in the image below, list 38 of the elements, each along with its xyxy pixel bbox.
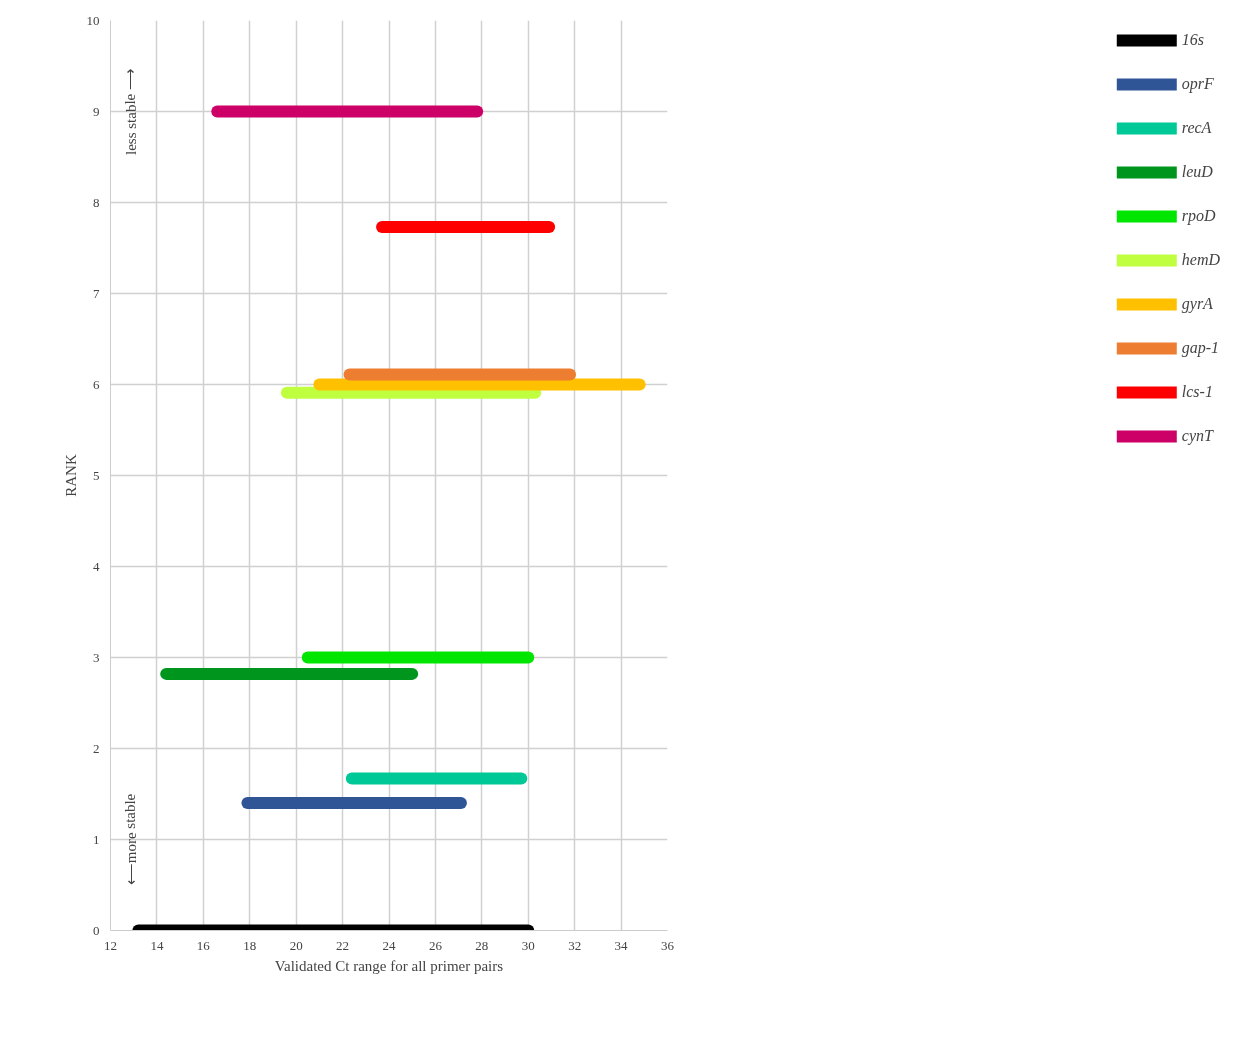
legend-label: rpoD bbox=[1181, 207, 1216, 225]
legend-label: gap-1 bbox=[1181, 339, 1220, 357]
legend-label: cynT bbox=[1181, 427, 1213, 445]
x-tick-label: 28 bbox=[475, 937, 489, 953]
legend-label: oprF bbox=[1181, 75, 1214, 93]
legend-label: hemD bbox=[1181, 251, 1220, 269]
y-tick-label: 9 bbox=[93, 103, 100, 119]
legend-label: lcs-1 bbox=[1181, 383, 1213, 401]
y-tick-label: 5 bbox=[93, 467, 100, 483]
legend-label: recA bbox=[1181, 119, 1212, 137]
x-tick-label: 34 bbox=[614, 937, 629, 953]
x-tick-label: 12 bbox=[104, 937, 117, 953]
y-tick-label: 10 bbox=[86, 12, 100, 28]
y-tick-label: 4 bbox=[93, 558, 100, 574]
y-tick-label: 2 bbox=[93, 740, 100, 756]
y-tick-label: 7 bbox=[93, 285, 100, 301]
legend-label: leuD bbox=[1181, 163, 1213, 181]
x-tick-label: 26 bbox=[428, 937, 443, 953]
annotation: less stable ⟶ bbox=[122, 67, 139, 155]
y-axis-title: RANK bbox=[62, 454, 79, 497]
x-tick-label: 16 bbox=[196, 937, 211, 953]
x-axis-title: Validated Ct range for all primer pairs bbox=[274, 957, 504, 974]
x-tick-label: 20 bbox=[289, 937, 303, 953]
x-tick-label: 30 bbox=[521, 937, 535, 953]
x-tick-label: 22 bbox=[336, 937, 350, 953]
x-tick-label: 24 bbox=[382, 937, 396, 953]
y-tick-label: 6 bbox=[93, 376, 100, 392]
y-tick-label: 1 bbox=[93, 831, 100, 847]
annotation: ⟵more stable bbox=[122, 793, 139, 886]
legend-label: 16s bbox=[1181, 31, 1205, 49]
x-tick-label: 14 bbox=[150, 937, 164, 953]
x-tick-label: 36 bbox=[661, 937, 675, 953]
x-tick-label: 18 bbox=[243, 937, 257, 953]
legend-label: gyrA bbox=[1181, 295, 1213, 313]
y-tick-label: 3 bbox=[93, 649, 100, 665]
y-tick-label: 8 bbox=[93, 194, 100, 210]
x-tick-label: 32 bbox=[568, 937, 582, 953]
y-tick-label: 0 bbox=[93, 922, 100, 938]
